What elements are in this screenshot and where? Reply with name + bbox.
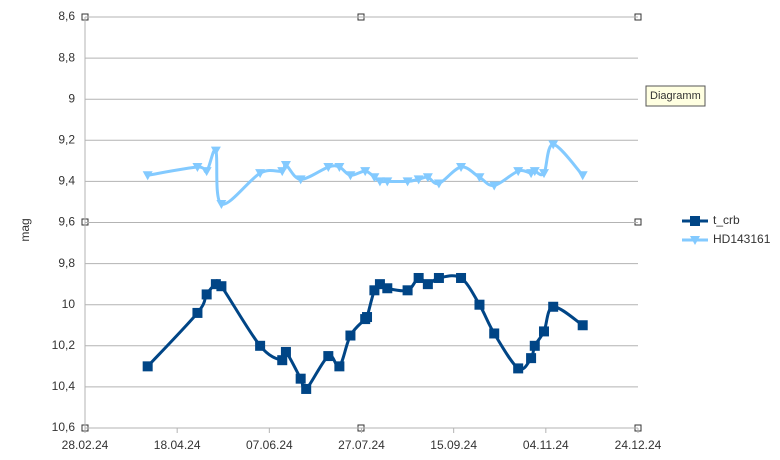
marker: [526, 353, 537, 364]
legend-label: t_crb: [713, 213, 740, 227]
marker: [369, 173, 380, 183]
tooltip-text: Diagramm: [650, 90, 701, 102]
marker: [433, 179, 444, 189]
tooltip-box: [645, 85, 706, 107]
marker: [538, 326, 549, 337]
marker: [362, 312, 373, 323]
marker: [334, 163, 345, 173]
x-tick-label: 28.02.24: [62, 438, 109, 452]
y-tick-label: 9,6: [58, 215, 75, 229]
grid: [85, 16, 638, 429]
marker: [295, 373, 306, 384]
marker: [323, 163, 334, 173]
marker: [474, 299, 485, 310]
marker: [513, 363, 524, 374]
marker: [529, 340, 540, 351]
marker: [192, 163, 203, 173]
marker: [216, 200, 227, 210]
marker: [489, 328, 500, 339]
marker: [382, 283, 393, 294]
marker: [402, 177, 413, 187]
x-tick-label: 15.09.24: [430, 438, 477, 452]
marker: [301, 383, 312, 394]
marker: [201, 167, 212, 177]
y-tick-label: 10,6: [52, 420, 76, 434]
y-tick-label: 10,4: [52, 379, 76, 393]
marker: [513, 167, 524, 177]
marker: [142, 171, 153, 181]
marker: [280, 346, 291, 357]
marker: [360, 167, 371, 177]
marker: [548, 140, 559, 150]
marker: [201, 289, 212, 300]
marker: [277, 355, 288, 366]
marker: [577, 171, 588, 181]
marker: [216, 281, 227, 292]
marker: [422, 173, 433, 183]
marker: [529, 167, 540, 177]
x-tick-label: 18.04.24: [154, 438, 201, 452]
marker: [295, 175, 306, 185]
x-tick-label: 07.06.24: [246, 438, 293, 452]
marker: [690, 236, 700, 245]
y-tick-label: 9,2: [58, 132, 75, 146]
tooltip: Diagramm: [645, 85, 706, 107]
y-tick-label: 9,4: [58, 174, 75, 188]
marker: [210, 279, 221, 290]
marker: [456, 163, 467, 173]
marker: [577, 320, 588, 331]
marker: [413, 272, 424, 283]
marker: [382, 177, 393, 187]
series: [142, 272, 588, 394]
marker: [369, 285, 380, 296]
marker: [374, 177, 385, 187]
marker: [474, 173, 485, 183]
marker: [142, 361, 153, 372]
marker: [210, 146, 221, 156]
marker: [456, 272, 467, 283]
y-tick-label: 10: [62, 297, 76, 311]
marker: [255, 340, 266, 351]
series: [142, 140, 588, 210]
marker: [433, 272, 444, 283]
y-tick-label: 9: [68, 91, 75, 105]
marker: [277, 167, 288, 177]
x-tick-label: 24.12.24: [615, 438, 662, 452]
marker: [413, 175, 424, 185]
legend-label: HD143161: [713, 232, 771, 246]
marker: [548, 301, 559, 312]
marker: [538, 169, 549, 179]
marker: [690, 216, 700, 226]
marker: [374, 279, 385, 290]
x-tick-label: 04.11.24: [523, 438, 569, 452]
x-tick-label: 27.07.24: [338, 438, 385, 452]
marker: [280, 160, 291, 170]
marker: [255, 169, 266, 179]
marker: [422, 279, 433, 290]
y-tick-label: 8,8: [58, 50, 75, 64]
marker: [334, 361, 345, 372]
marker: [192, 307, 203, 318]
y-tick-label: 10,2: [52, 338, 76, 352]
marker: [345, 171, 356, 181]
y-tick-label: 9,8: [58, 256, 75, 270]
marker: [323, 351, 334, 362]
y-tick-label: 8,6: [58, 9, 75, 23]
marker: [345, 330, 356, 341]
y-axis-label: mag: [18, 218, 32, 241]
marker: [489, 181, 500, 191]
marker: [402, 285, 413, 296]
